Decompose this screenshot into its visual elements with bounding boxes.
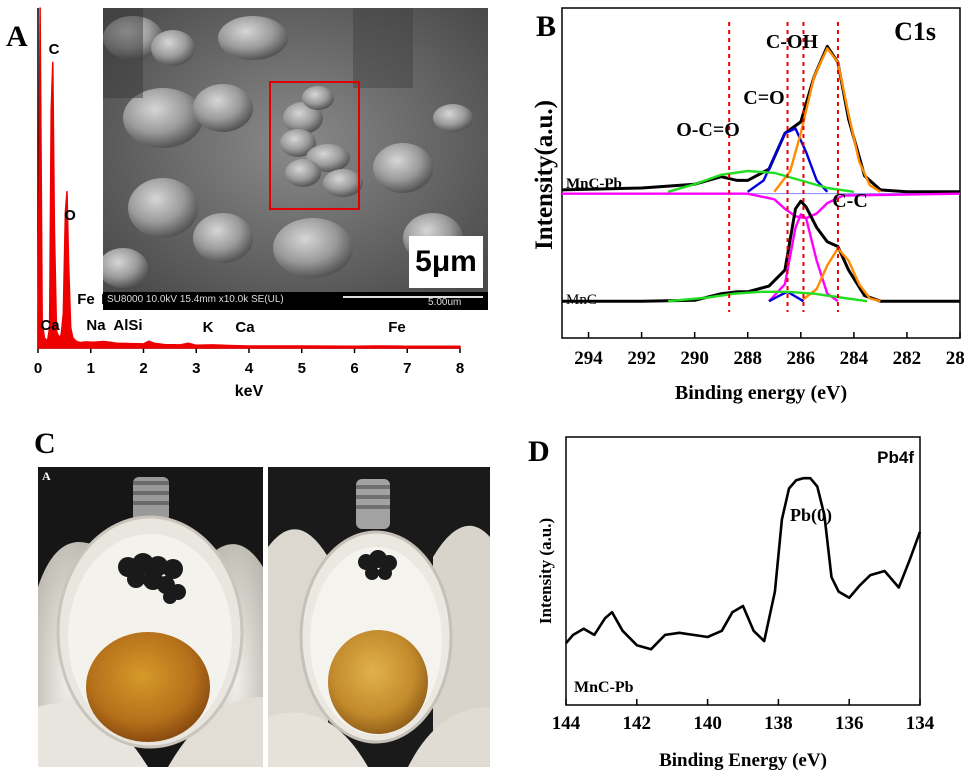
pb4f-x-tick-label: 138 <box>764 713 793 734</box>
photo-right-scene <box>268 467 490 767</box>
c1s-plot-frame <box>561 7 961 339</box>
c1s-x-tick-label: 290 <box>680 348 709 369</box>
pb4f-series-line <box>565 476 922 651</box>
c1s-series-line <box>747 127 829 193</box>
photo-right <box>268 467 490 767</box>
pb4f-x-tick-label: 136 <box>835 713 864 734</box>
panel-d: D 144 142 140 138 136 134 Pb4f Pb(0) MnC-Pb Inten… <box>490 415 964 772</box>
sem-info-bar: SU8000 10.0kV 15.4mm x10.0k SE(UL) 5.00u… <box>103 292 488 310</box>
panel-a-label: A <box>6 20 28 53</box>
pb4f-sample-label: MnC-Pb <box>574 679 634 696</box>
eds-x-axis-label: keV <box>235 383 264 400</box>
pb4f-peak-label: Pb(0) <box>790 505 832 526</box>
pb4f-x-tick-label: 144 <box>552 713 581 734</box>
c1s-series-line <box>667 290 868 303</box>
eds-x-tick-label: 6 <box>350 360 358 377</box>
pb4f-x-tick-label: 134 <box>906 713 935 734</box>
c1s-peak-label: O-C=O <box>676 119 740 141</box>
panel-b-label: B <box>536 10 557 43</box>
pb4f-x-tick-label: 140 <box>693 713 722 734</box>
c1s-series-line <box>561 44 960 194</box>
eds-peak-label: C <box>49 41 60 58</box>
photo-left-scene <box>38 467 263 767</box>
pb4f-x-tick-label: 142 <box>623 713 652 734</box>
panel-b: B 294 292 290 288 286 284 282 280 C1s C-OH C=OO-C=… <box>490 0 964 415</box>
pb4f-xps-chart: 144 142 140 138 136 134 Pb4f Pb(0) MnC-Pb Intensi… <box>536 436 935 771</box>
sem-scale-label: 5μm <box>409 236 483 288</box>
pb4f-x-axis-label: Binding Energy (eV) <box>659 750 827 771</box>
c1s-series-line <box>800 247 881 303</box>
pb4f-title: Pb4f <box>877 448 914 467</box>
eds-x-tick-label: 2 <box>139 360 147 377</box>
sem-info-text: SU8000 10.0kV 15.4mm x10.0k SE(UL) <box>107 294 284 305</box>
c1s-peak-label: C=O <box>743 87 784 109</box>
sem-selection-box <box>269 81 360 210</box>
c1s-series-line <box>562 199 960 303</box>
pb4f-plot-frame <box>565 436 921 706</box>
eds-x-tick-label: 0 <box>34 360 42 377</box>
eds-x-tick-label: 5 <box>298 360 306 377</box>
c1s-title: C1s <box>894 17 936 46</box>
eds-peak-label: Ca <box>235 319 255 336</box>
eds-peak-label: AlSi <box>113 317 142 334</box>
c1s-series-line <box>667 169 855 193</box>
panel-c: C <box>0 415 490 772</box>
c1s-xps-chart: 294 292 290 288 286 284 282 280 C1s C-OH C=OO-C=O C… <box>531 7 964 404</box>
eds-peak-label: K <box>203 319 214 336</box>
c1s-x-tick-label: 282 <box>893 348 922 369</box>
c1s-y-axis-label: Intensity(a.u.) <box>531 100 558 250</box>
c1s-x-tick-label: 294 <box>574 348 603 369</box>
c1s-series-line <box>562 192 961 220</box>
sem-scale-text: 5.00um <box>428 297 462 308</box>
c1s-x-axis-label: Binding energy (eV) <box>675 382 847 404</box>
c1s-x-tick-label: 288 <box>733 348 762 369</box>
sem-scale-bar <box>343 296 483 298</box>
panel-d-label: D <box>528 435 550 468</box>
c1s-peak-label: C-C <box>832 190 868 212</box>
c1s-peak-label: C-OH <box>766 31 819 53</box>
eds-peak-label: Ca <box>40 317 60 334</box>
c1s-x-tick-label: 286 <box>787 348 816 369</box>
c1s-x-tick-label: 284 <box>840 348 869 369</box>
panel-a: A 012345678keVCOFeMgCaNaAlSiKCaFe <box>0 0 490 415</box>
panel-c-label: C <box>34 427 56 460</box>
c1s-x-tick-label: 280 <box>946 348 964 369</box>
eds-peak-label: Na <box>86 317 106 334</box>
c1s-sample-label: MnC <box>566 292 597 308</box>
eds-peak-label: Fe <box>77 291 95 308</box>
eds-x-tick-label: 8 <box>456 360 464 377</box>
sem-image: 5μm SU8000 10.0kV 15.4mm x10.0k SE(UL) 5… <box>103 8 488 310</box>
eds-x-tick-label: 3 <box>192 360 200 377</box>
c1s-series-line <box>773 47 882 193</box>
eds-peak-label: O <box>64 207 76 224</box>
c1s-sample-label: MnC-Pb <box>566 176 622 192</box>
eds-peak-label: Fe <box>388 319 406 336</box>
photo-label: A <box>42 469 51 483</box>
eds-x-tick-label: 1 <box>87 360 95 377</box>
sem-texture <box>103 8 488 310</box>
photo-left: A <box>38 467 263 767</box>
eds-x-tick-label: 7 <box>403 360 411 377</box>
eds-x-tick-label: 4 <box>245 360 254 377</box>
c1s-x-tick-label: 292 <box>627 348 656 369</box>
pb4f-y-axis-label: Intensity (a.u.) <box>536 518 555 624</box>
eds-spectrum-line <box>37 7 461 349</box>
